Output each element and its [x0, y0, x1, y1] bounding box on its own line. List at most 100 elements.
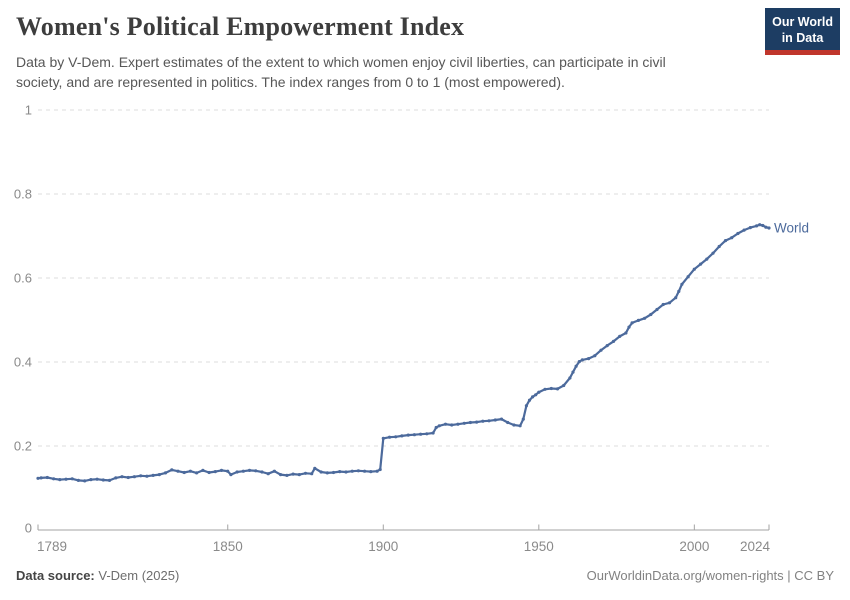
- data-point-marker: [219, 468, 224, 472]
- data-point-marker: [139, 474, 143, 478]
- data-point-marker: [711, 251, 715, 255]
- data-point-marker: [260, 470, 264, 474]
- data-point-marker: [266, 472, 270, 476]
- data-point-marker: [627, 325, 631, 329]
- data-point-marker: [425, 432, 429, 436]
- data-point-marker: [506, 420, 510, 425]
- data-point-marker: [394, 435, 398, 439]
- y-axis-tick-label: 0: [25, 521, 32, 536]
- data-point-marker: [247, 468, 252, 472]
- owid-logo-red-bar: [765, 50, 840, 55]
- data-point-marker: [767, 226, 771, 230]
- data-point-marker: [599, 348, 603, 352]
- data-point-marker: [195, 471, 199, 475]
- data-point-marker: [748, 226, 752, 230]
- x-axis-tick-label: 1789: [37, 539, 67, 554]
- data-point-marker: [387, 435, 392, 439]
- data-point-marker: [499, 417, 504, 421]
- data-point-marker: [434, 425, 438, 430]
- data-point-marker: [52, 477, 56, 481]
- x-axis-tick-label: 1850: [213, 539, 243, 554]
- data-point-marker: [758, 223, 762, 227]
- data-point-marker: [338, 470, 342, 474]
- data-point-marker: [213, 470, 217, 474]
- data-point-marker: [126, 475, 130, 480]
- world-series-line[interactable]: [36, 223, 771, 482]
- data-point-marker: [58, 478, 62, 482]
- data-point-marker: [36, 476, 40, 480]
- data-point-marker: [313, 466, 317, 470]
- data-point-marker: [303, 471, 308, 475]
- y-axis-tick-label: 0.4: [14, 355, 32, 370]
- y-axis-tick-label: 0.2: [14, 439, 32, 454]
- data-point-marker: [406, 433, 410, 437]
- data-point-marker: [761, 223, 765, 228]
- data-point-marker: [64, 477, 68, 481]
- data-point-marker: [291, 472, 295, 476]
- data-point-marker: [319, 470, 323, 474]
- owid-logo-line1: Our World: [772, 15, 833, 29]
- data-point-marker: [76, 478, 80, 482]
- data-point-marker: [431, 431, 435, 435]
- owid-logo[interactable]: Our World in Data: [765, 8, 840, 55]
- data-point-marker: [151, 473, 155, 477]
- data-point-marker: [468, 420, 472, 425]
- data-point-marker: [521, 417, 525, 421]
- data-point-marker: [344, 470, 348, 474]
- x-axis-tick-label: 2024: [740, 539, 771, 554]
- data-point-marker: [643, 316, 647, 320]
- data-point-marker: [226, 469, 230, 473]
- data-point-marker: [437, 424, 441, 428]
- data-point-marker: [524, 404, 529, 408]
- data-point-marker: [487, 419, 491, 423]
- data-point-marker: [755, 224, 759, 228]
- data-point-marker: [95, 477, 99, 481]
- data-point-marker: [182, 470, 186, 475]
- data-point-marker: [527, 398, 532, 402]
- data-point-marker: [717, 244, 721, 249]
- data-point-marker: [279, 473, 283, 477]
- data-point-marker: [272, 469, 276, 473]
- data-source-value: V-Dem (2025): [98, 568, 180, 583]
- data-point-marker: [188, 469, 192, 473]
- data-source-label: Data source:: [16, 568, 95, 583]
- data-point-marker: [630, 321, 634, 325]
- data-point-marker: [132, 475, 136, 479]
- data-point-marker: [45, 475, 49, 480]
- data-point-marker: [176, 469, 180, 473]
- x-axis-tick-label: 1900: [368, 539, 398, 554]
- data-point-marker: [649, 312, 653, 317]
- data-point-marker: [39, 476, 43, 480]
- y-axis-tick-label: 0.8: [14, 187, 32, 202]
- data-point-marker: [705, 257, 709, 261]
- data-point-marker: [207, 470, 211, 475]
- data-point-marker: [574, 364, 578, 368]
- data-point-marker: [378, 467, 382, 472]
- page-title: Women's Political Empowerment Index: [16, 12, 465, 41]
- data-point-marker: [157, 473, 161, 477]
- data-point-marker: [543, 387, 547, 391]
- data-point-marker: [636, 318, 641, 322]
- data-point-marker: [297, 473, 301, 477]
- data-point-marker: [723, 239, 728, 243]
- data-point-marker: [163, 471, 168, 475]
- data-point-marker: [618, 334, 622, 338]
- data-point-marker: [412, 433, 416, 437]
- data-point-marker: [611, 339, 616, 343]
- data-point-marker: [549, 386, 553, 391]
- data-point-marker: [83, 479, 87, 483]
- data-point-marker: [254, 469, 258, 473]
- chart-subtitle-line1: Data by V-Dem. Expert estimates of the e…: [16, 54, 666, 70]
- data-point-marker: [475, 420, 479, 424]
- data-point-marker: [537, 390, 541, 394]
- series-end-label[interactable]: World: [774, 221, 809, 236]
- data-point-marker: [674, 296, 678, 300]
- data-point-marker: [114, 476, 118, 480]
- data-point-marker: [568, 376, 572, 380]
- data-point-marker: [363, 469, 367, 473]
- data-point-marker: [89, 478, 93, 482]
- data-point-marker: [375, 469, 379, 473]
- footer-citation-link[interactable]: OurWorldinData.org/women-rights | CC BY: [586, 568, 834, 583]
- data-point-marker: [241, 469, 245, 473]
